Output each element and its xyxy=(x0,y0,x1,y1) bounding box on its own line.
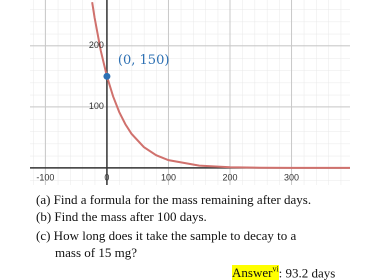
question: mass of 15 mg? xyxy=(55,245,137,260)
curve xyxy=(91,2,350,169)
question: (b) Find the mass after 100 days. xyxy=(36,209,207,224)
y-tick-label: 200 xyxy=(89,40,104,50)
graph: -100 0 100 200 300 100 200 (0, 150) xyxy=(30,0,350,185)
answer-note: vi xyxy=(272,265,279,274)
question: (c) How long does it take the sample to … xyxy=(36,228,297,243)
x-tick-label: -100 xyxy=(36,172,54,182)
point xyxy=(103,72,111,80)
x-tick-label: 200 xyxy=(222,172,237,182)
answer-label: Answer xyxy=(232,265,273,280)
answer: Answervi: 93.2 days xyxy=(232,262,335,280)
x-tick-label: 100 xyxy=(161,172,176,182)
plot-area xyxy=(30,0,350,185)
x-tick-label: 300 xyxy=(284,172,299,182)
question: (a) Find a formula for the mass remainin… xyxy=(36,192,312,207)
answer-highlight: Answervi xyxy=(232,265,279,280)
answer-text: : 93.2 days xyxy=(278,265,336,280)
point-label: (0, 150) xyxy=(118,53,170,68)
x-tick-label: 0 xyxy=(104,172,109,182)
y-tick-label: 100 xyxy=(89,101,104,111)
